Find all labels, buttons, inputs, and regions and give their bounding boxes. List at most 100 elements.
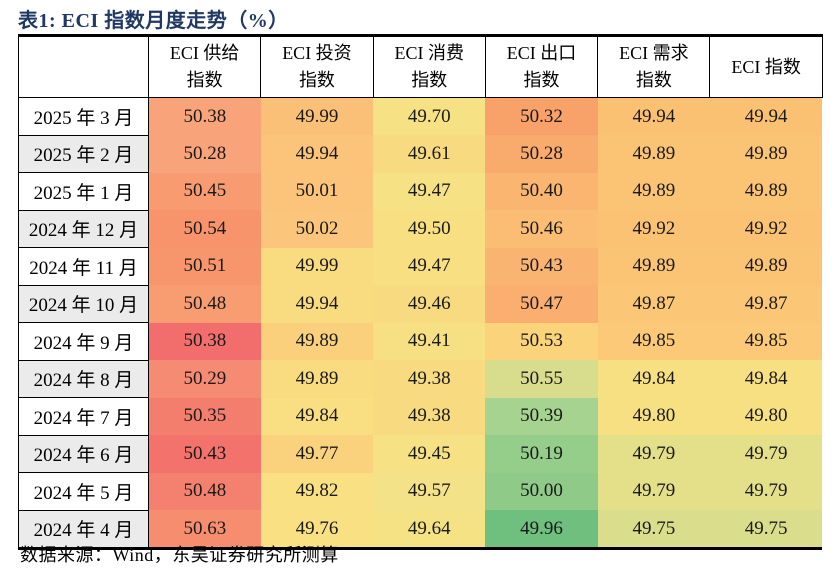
heatmap-cell: 50.43 xyxy=(485,247,598,285)
row-label: 2024 年 4 月 xyxy=(18,509,149,549)
heatmap-cell: 49.82 xyxy=(260,472,374,510)
table-row: 2024 年 5 月 50.48 49.82 49.57 50.00 49.79 49.79 xyxy=(18,472,823,511)
heatmap-cell: 49.89 xyxy=(709,247,823,285)
heatmap-cell: 49.50 xyxy=(373,210,486,248)
heatmap-cell: 49.47 xyxy=(373,172,486,210)
heatmap-cell: 49.99 xyxy=(260,247,374,285)
row-label: 2025 年 1 月 xyxy=(18,172,149,211)
heatmap-cell: 49.79 xyxy=(597,472,710,510)
table-row: 2025 年 1 月 50.45 50.01 49.47 50.40 49.89 49.89 xyxy=(18,172,823,211)
heatmap-cell: 50.19 xyxy=(485,435,598,473)
heatmap-cell: 50.43 xyxy=(148,435,261,473)
table-row: 2025 年 2 月 50.28 49.94 49.61 50.28 49.89 49.89 xyxy=(18,134,823,173)
heatmap-cell: 49.89 xyxy=(597,247,710,285)
heatmap-cell: 49.80 xyxy=(709,397,823,435)
heatmap-cell: 49.92 xyxy=(597,210,710,248)
heatmap-cell: 49.75 xyxy=(709,510,823,549)
heatmap-cell: 49.84 xyxy=(597,360,710,398)
heatmap-cell: 50.48 xyxy=(148,472,261,510)
heatmap-cell: 49.38 xyxy=(373,360,486,398)
heatmap-cell: 50.35 xyxy=(148,397,261,435)
heatmap-cell: 50.00 xyxy=(485,472,598,510)
heatmap-cell: 49.96 xyxy=(485,510,598,549)
heatmap-cell: 49.94 xyxy=(597,97,710,135)
heatmap-cell: 49.77 xyxy=(260,435,374,473)
heatmap-cell: 49.79 xyxy=(709,472,823,510)
heatmap-cell: 49.47 xyxy=(373,247,486,285)
heatmap-cell: 50.38 xyxy=(148,322,261,360)
heatmap-cell: 50.01 xyxy=(260,172,374,210)
heatmap-cell: 49.94 xyxy=(709,97,823,135)
heatmap-cell: 49.79 xyxy=(709,435,823,473)
heatmap-cell: 49.89 xyxy=(260,322,374,360)
column-header-1: ECI 供给 指数 xyxy=(147,35,262,98)
heatmap-cell: 50.28 xyxy=(148,135,261,173)
table-row: 2024 年 8 月 50.29 49.89 49.38 50.55 49.84 49.84 xyxy=(18,359,823,398)
heatmap-cell: 49.89 xyxy=(709,172,823,210)
heatmap-cell: 49.61 xyxy=(373,135,486,173)
table-row: 2024 年 11 月 50.51 49.99 49.47 50.43 49.89 49.8… xyxy=(18,247,823,286)
table-row: 2024 年 6 月 50.43 49.77 49.45 50.19 49.79 49.79 xyxy=(18,434,823,473)
corner-cell xyxy=(18,35,149,98)
heatmap-cell: 50.02 xyxy=(260,210,374,248)
heatmap-cell: 50.47 xyxy=(485,285,598,323)
heatmap-cell: 49.80 xyxy=(597,397,710,435)
heatmap-cell: 49.89 xyxy=(260,360,374,398)
table-row: 2024 年 4 月 50.63 49.76 49.64 49.96 49.75 49.75 xyxy=(18,509,823,549)
table-row: 2024 年 7 月 50.35 49.84 49.38 50.39 49.80 49.80 xyxy=(18,397,823,436)
heatmap-cell: 49.46 xyxy=(373,285,486,323)
heatmap-cell: 49.76 xyxy=(260,510,374,549)
heatmap-cell: 49.41 xyxy=(373,322,486,360)
column-header-6: ECI 指数 xyxy=(709,35,823,98)
row-label: 2024 年 9 月 xyxy=(18,322,149,361)
heatmap-cell: 49.85 xyxy=(597,322,710,360)
row-label: 2025 年 3 月 xyxy=(18,97,149,136)
column-header-3: ECI 消费 指数 xyxy=(372,35,486,98)
row-label: 2024 年 6 月 xyxy=(18,434,149,473)
heatmap-cell: 50.46 xyxy=(485,210,598,248)
heatmap-cell: 49.89 xyxy=(597,135,710,173)
column-header-5: ECI 需求 指数 xyxy=(597,35,711,98)
heatmap-cell: 50.32 xyxy=(485,97,598,135)
row-label: 2024 年 7 月 xyxy=(18,397,149,436)
heatmap-cell: 50.48 xyxy=(148,285,261,323)
heatmap-cell: 49.84 xyxy=(260,397,374,435)
heatmap-cell: 49.99 xyxy=(260,97,374,135)
heatmap-cell: 49.87 xyxy=(597,285,710,323)
heatmap-cell: 49.38 xyxy=(373,397,486,435)
table-title: 表1: ECI 指数月度走势（%） xyxy=(18,10,289,32)
table-row: 2024 年 12 月 50.54 50.02 49.50 50.46 49.92 49.9… xyxy=(18,209,823,248)
table-row: 2025 年 3 月 50.38 49.99 49.70 50.32 49.94 49.94 xyxy=(18,97,823,136)
row-label: 2024 年 5 月 xyxy=(18,472,149,511)
heatmap-cell: 49.84 xyxy=(709,360,823,398)
heatmap-cell: 50.54 xyxy=(148,210,261,248)
data-source-note: 数据来源：Wind，东吴证券研究所测算 xyxy=(20,545,339,565)
heatmap-cell: 50.55 xyxy=(485,360,598,398)
row-label: 2024 年 8 月 xyxy=(18,359,149,398)
heatmap-cell: 50.40 xyxy=(485,172,598,210)
heatmap-cell: 50.45 xyxy=(148,172,261,210)
row-label: 2024 年 12 月 xyxy=(18,209,149,248)
heatmap-cell: 49.92 xyxy=(709,210,823,248)
heatmap-cell: 49.94 xyxy=(260,135,374,173)
heatmap-cell: 50.38 xyxy=(148,97,261,135)
column-header-2: ECI 投资 指数 xyxy=(260,35,374,98)
heatmap-cell: 49.79 xyxy=(597,435,710,473)
heatmap-cell: 49.75 xyxy=(597,510,710,549)
heatmap-cell: 50.51 xyxy=(148,247,261,285)
heatmap-cell: 49.85 xyxy=(709,322,823,360)
row-label: 2024 年 10 月 xyxy=(18,284,149,323)
heatmap-cell: 50.39 xyxy=(485,397,598,435)
heatmap-cell: 49.45 xyxy=(373,435,486,473)
heatmap-cell: 49.87 xyxy=(709,285,823,323)
heatmap-cell: 49.57 xyxy=(373,472,486,510)
heatmap-cell: 50.28 xyxy=(485,135,598,173)
header-row: ECI 供给 指数 ECI 投资 指数 ECI 消费 指数 ECI 出口 指数 ECI 需求 指数… xyxy=(18,35,823,98)
row-label: 2025 年 2 月 xyxy=(18,134,149,173)
heatmap-cell: 49.64 xyxy=(373,510,486,549)
row-label: 2024 年 11 月 xyxy=(18,247,149,286)
table-header: ECI 供给 指数 ECI 投资 指数 ECI 消费 指数 ECI 出口 指数 ECI 需求 指数… xyxy=(18,35,823,98)
heatmap-cell: 49.94 xyxy=(260,285,374,323)
heatmap-cell: 50.29 xyxy=(148,360,261,398)
